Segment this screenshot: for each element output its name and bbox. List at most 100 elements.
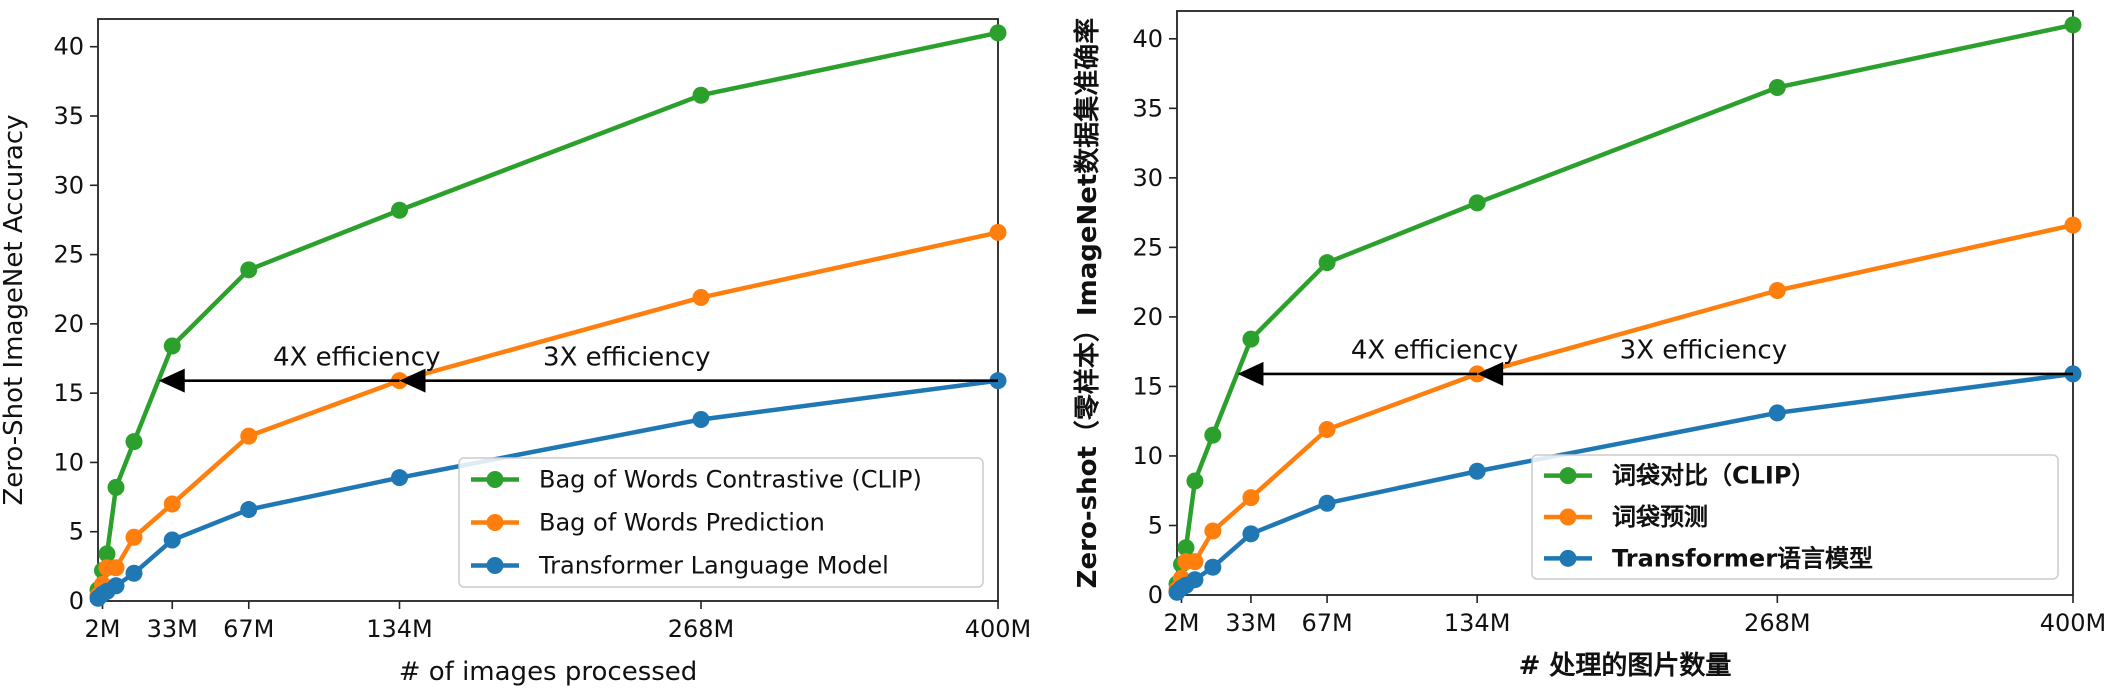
data-point bbox=[1318, 494, 1336, 512]
left-chart-panel: 0 5 10 15 20 25 30 35 40 2M 33M 67M 134M 268M 400M # of… bbox=[0, 18, 1032, 687]
y-tick-label: 35 bbox=[53, 102, 84, 130]
y-tick-label: 20 bbox=[1132, 303, 1163, 331]
data-point bbox=[989, 24, 1007, 42]
data-point bbox=[1318, 421, 1336, 439]
legend-swatch-marker bbox=[1559, 508, 1577, 526]
data-point bbox=[692, 86, 710, 104]
x-tick-label: 134M bbox=[1444, 609, 1511, 637]
data-point bbox=[163, 337, 181, 355]
plot-frame bbox=[1176, 10, 2074, 596]
y-tick-label: 30 bbox=[53, 171, 84, 199]
efficiency-arrowhead bbox=[158, 368, 185, 393]
efficiency-annotation: 4X efficiency bbox=[1351, 336, 1518, 366]
legend-label: Bag of Words Prediction bbox=[539, 509, 825, 537]
data-point bbox=[107, 577, 125, 595]
x-tick-label: 67M bbox=[1301, 609, 1352, 637]
y-axis-title: Zero-shot（零样本）ImageNet数据集准确率 bbox=[1072, 18, 1103, 589]
data-point bbox=[1768, 404, 1786, 422]
y-tick-label: 15 bbox=[1132, 372, 1163, 400]
y-axis-title: Zero-Shot ImageNet Accuracy bbox=[0, 114, 29, 505]
data-point bbox=[1768, 78, 1786, 96]
legend-swatch-marker bbox=[486, 514, 504, 531]
data-point bbox=[1468, 462, 1486, 480]
x-axis-title: # of images processed bbox=[399, 657, 698, 687]
x-axis-title: # 处理的图片数量 bbox=[1519, 650, 1732, 681]
data-point bbox=[1468, 194, 1486, 212]
data-point bbox=[1242, 330, 1260, 348]
x-tick-label: 400M bbox=[2040, 609, 2107, 637]
y-tick-label: 5 bbox=[69, 518, 84, 546]
legend-label: Transformer语言模型 bbox=[1612, 544, 1873, 572]
efficiency-annotation: 4X efficiency bbox=[273, 342, 440, 372]
data-point bbox=[240, 427, 258, 445]
y-tick-label: 10 bbox=[53, 448, 84, 476]
data-point bbox=[1204, 558, 1222, 576]
data-point bbox=[125, 564, 143, 582]
x-tick-label: 134M bbox=[366, 615, 433, 643]
data-point bbox=[1204, 522, 1222, 540]
data-point bbox=[1768, 281, 1786, 299]
efficiency-annotation: 3X efficiency bbox=[543, 342, 710, 372]
plot-frame bbox=[97, 18, 999, 602]
x-tick-label: 400M bbox=[965, 615, 1032, 643]
x-tick-label: 33M bbox=[147, 615, 198, 643]
data-point bbox=[1186, 472, 1204, 490]
y-tick-label: 0 bbox=[1148, 581, 1163, 609]
x-tick-label: 268M bbox=[1744, 609, 1811, 637]
data-point bbox=[2064, 216, 2082, 234]
efficiency-arrowhead bbox=[1477, 361, 1504, 386]
data-point bbox=[391, 201, 408, 219]
data-point bbox=[240, 501, 258, 519]
data-point bbox=[107, 559, 125, 577]
data-point bbox=[391, 469, 408, 487]
x-tick-label: 67M bbox=[223, 615, 274, 643]
y-tick-label: 25 bbox=[1132, 233, 1163, 261]
y-tick-label: 10 bbox=[1132, 442, 1163, 470]
data-point bbox=[98, 545, 116, 563]
y-tick-label: 35 bbox=[1132, 94, 1163, 122]
y-tick-label: 40 bbox=[1132, 25, 1163, 53]
series-line-1 bbox=[1174, 222, 2076, 592]
legend-label: Bag of Words Contrastive (CLIP) bbox=[539, 466, 922, 494]
data-point bbox=[125, 528, 143, 546]
legend-swatch-marker bbox=[1559, 549, 1577, 567]
legend-swatch-marker bbox=[1559, 467, 1577, 485]
data-point bbox=[1186, 553, 1204, 571]
data-point bbox=[2064, 16, 2082, 34]
y-tick-label: 25 bbox=[53, 241, 84, 269]
efficiency-annotation: 3X efficiency bbox=[1620, 336, 1787, 366]
data-point bbox=[1242, 489, 1260, 507]
x-tick-label: 2M bbox=[85, 615, 121, 643]
y-tick-label: 30 bbox=[1132, 164, 1163, 192]
y-tick-label: 5 bbox=[1148, 511, 1163, 539]
data-point bbox=[692, 410, 710, 428]
efficiency-arrowhead bbox=[399, 368, 426, 393]
legend-label: 词袋对比（CLIP） bbox=[1612, 462, 1815, 490]
x-tick-label: 33M bbox=[1225, 609, 1276, 637]
data-point bbox=[1177, 539, 1195, 557]
legend-label: Transformer Language Model bbox=[538, 552, 889, 580]
y-tick-label: 40 bbox=[53, 33, 84, 61]
y-tick-label: 20 bbox=[53, 310, 84, 338]
series-line-1 bbox=[95, 230, 1001, 598]
data-point bbox=[1242, 525, 1260, 543]
x-tick-label: 268M bbox=[668, 615, 735, 643]
y-tick-label: 0 bbox=[69, 587, 84, 615]
data-point bbox=[989, 223, 1007, 241]
data-point bbox=[107, 478, 125, 496]
data-point bbox=[240, 261, 258, 279]
data-point bbox=[1204, 426, 1222, 444]
legend-box bbox=[458, 457, 984, 588]
data-point bbox=[163, 495, 181, 513]
y-tick-label: 15 bbox=[53, 379, 84, 407]
legend-label: 词袋预测 bbox=[1612, 503, 1708, 531]
data-point bbox=[125, 433, 143, 451]
data-point bbox=[163, 531, 181, 549]
legend-box bbox=[1531, 454, 2059, 580]
legend-swatch-marker bbox=[486, 557, 504, 574]
efficiency-arrowhead bbox=[1237, 361, 1264, 386]
x-tick-label: 2M bbox=[1163, 609, 1199, 637]
legend-swatch-marker bbox=[486, 471, 504, 488]
data-point bbox=[1186, 571, 1204, 589]
